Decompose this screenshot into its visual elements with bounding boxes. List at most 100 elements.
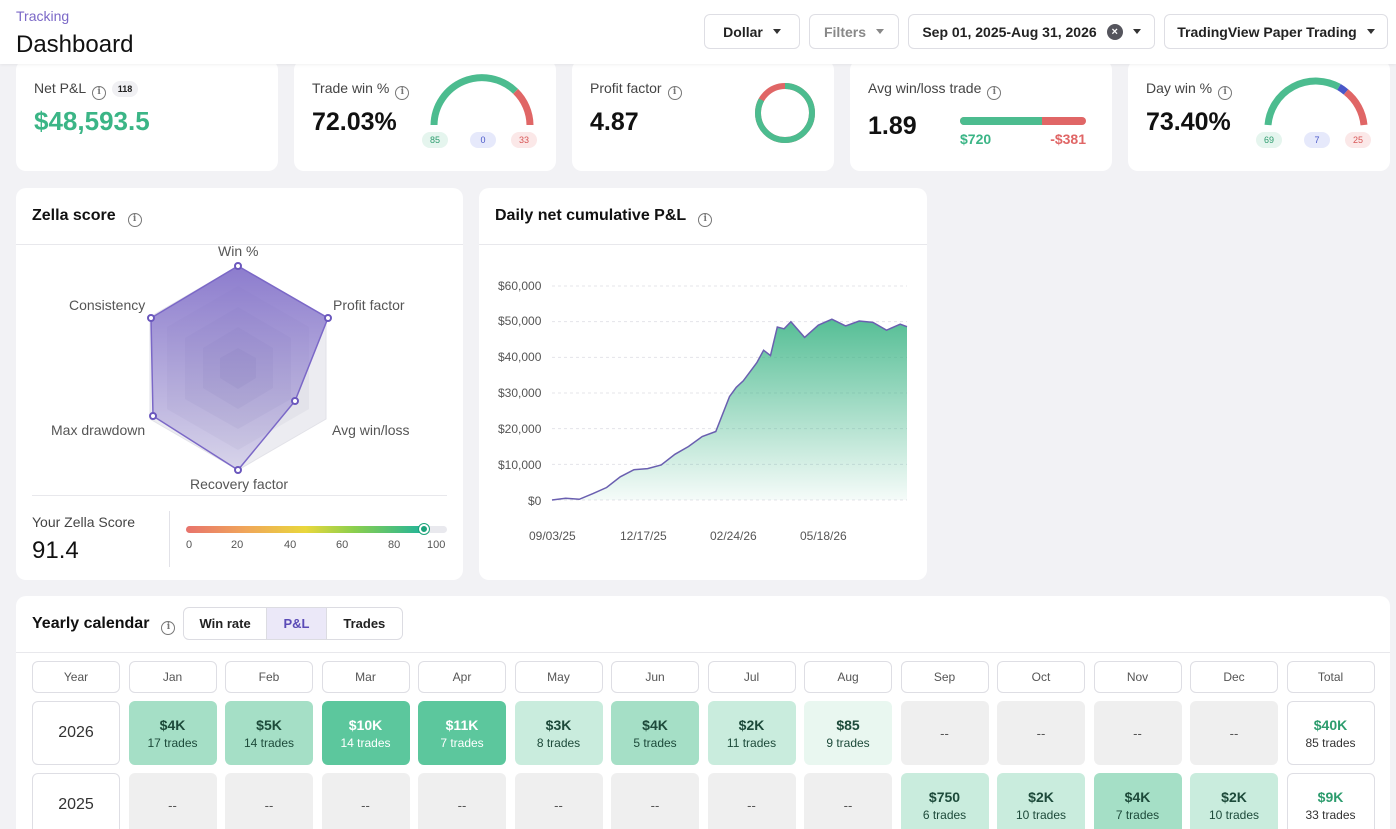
zella-score-card: Zella score i Win % Profit factor Avg win… [16, 188, 463, 580]
cell-trades: 10 trades [1015, 807, 1067, 822]
calendar-view-toggle[interactable]: Win rate P&L Trades [183, 607, 403, 640]
score-scale-knob [418, 524, 429, 534]
calendar-month-cell[interactable]: -- [418, 773, 506, 829]
calendar-month-cell[interactable]: -- [128, 773, 217, 829]
calendar-month-cell[interactable]: -- [997, 701, 1085, 765]
day-win-label-text: Day win % [1146, 80, 1213, 96]
cell-trades: 11 trades [726, 735, 777, 750]
trade-count-badge: 118 [112, 81, 138, 97]
calendar-month-cell[interactable]: -- [900, 701, 989, 765]
account-dropdown[interactable]: TradingView Paper Trading [1164, 14, 1388, 49]
calendar-month-cell[interactable]: $3K 8 trades [514, 701, 603, 765]
y-tick: $30,000 [498, 386, 542, 400]
date-range-picker[interactable]: Sep 01, 2025-Aug 31, 2026 × [908, 14, 1155, 49]
calendar-month-cell[interactable]: $11K 7 trades [418, 701, 506, 765]
date-range-label: Sep 01, 2025-Aug 31, 2026 [922, 23, 1097, 40]
breakeven-pill: 0 [470, 132, 496, 148]
cell-trades: 7 trades [440, 735, 484, 750]
calendar-month-cell[interactable]: $10K 14 trades [321, 701, 410, 765]
calendar-month-cell[interactable]: $4K 5 trades [611, 701, 699, 765]
toggle-pnl[interactable]: P&L [267, 608, 327, 639]
calendar-header-oct: Oct [997, 661, 1085, 693]
zella-title: Zella score i [32, 207, 142, 227]
calendar-month-cell[interactable]: $2K 10 trades [997, 773, 1085, 829]
cell-trades: 9 trades [826, 735, 870, 750]
chevron-down-icon [876, 29, 884, 34]
radar-point [234, 466, 242, 474]
calendar-month-cell[interactable]: $4K 7 trades [1093, 773, 1182, 829]
cell-trades: 14 trades [340, 735, 391, 750]
win-loss-bar-fill [960, 117, 1043, 125]
toggle-trades[interactable]: Trades [343, 616, 386, 631]
divider [169, 511, 170, 567]
clear-icon[interactable]: × [1106, 23, 1123, 40]
radar-point [324, 314, 332, 322]
calendar-header-jun: Jun [611, 661, 699, 693]
cell-value: -- [940, 725, 949, 741]
radar-score-shape [150, 265, 329, 471]
calendar-header-feb: Feb [225, 661, 313, 693]
avg-win-loss-value: 1.89 [868, 112, 917, 140]
info-icon[interactable]: i [127, 213, 142, 227]
day-win-label: Day win % i [1146, 80, 1233, 100]
calendar-header-total: Total [1286, 661, 1375, 693]
cell-value: $11K [445, 716, 479, 733]
radar-label-recovery-factor: Recovery factor [190, 476, 289, 492]
currency-dropdown[interactable]: Dollar [704, 14, 800, 49]
cell-value: $10K [348, 716, 383, 733]
calendar-month-cell[interactable]: $85 9 trades [804, 701, 892, 765]
info-icon[interactable]: i [395, 86, 410, 100]
page-title: Dashboard [16, 31, 134, 58]
calendar-month-cell[interactable]: -- [514, 773, 603, 829]
calendar-month-cell[interactable]: -- [321, 773, 410, 829]
calendar-month-cell[interactable]: -- [611, 773, 699, 829]
calendar-month-cell[interactable]: $5K 14 trades [225, 701, 313, 765]
account-label: TradingView Paper Trading [1177, 23, 1357, 40]
gauge-win-arc [430, 74, 519, 126]
calendar-month-cell[interactable]: -- [225, 773, 313, 829]
info-icon[interactable]: i [161, 621, 176, 635]
gauge-loss-arc [513, 88, 534, 126]
calendar-month-cell[interactable]: $750 6 trades [900, 773, 989, 829]
cumulative-title: Daily net cumulative P&L i [495, 207, 713, 227]
y-tick: $20,000 [498, 422, 542, 436]
cumulative-pnl-chart [551, 285, 908, 501]
cell-trades: 5 trades [633, 735, 677, 750]
profit-factor-label: Profit factor i [590, 80, 682, 100]
calendar-header-sep: Sep [900, 661, 989, 693]
profit-factor-ring [755, 83, 815, 143]
your-score-label: Your Zella Score [32, 514, 135, 530]
zella-score-value: 91.4 [32, 537, 79, 564]
calendar-month-cell[interactable]: $2K 10 trades [1190, 773, 1278, 829]
filters-label: Filters [823, 23, 866, 40]
x-tick: 05/18/26 [800, 529, 847, 543]
info-icon[interactable]: i [987, 86, 1002, 100]
trade-win-label: Trade win % i [312, 80, 410, 100]
info-icon[interactable]: i [1218, 86, 1233, 100]
cumulative-pnl-card: Daily net cumulative P&L i $60,000 $50,00… [479, 188, 927, 580]
cell-trades: 8 trades [536, 735, 581, 750]
score-scale-fill [186, 526, 425, 533]
breadcrumb[interactable]: Tracking [16, 8, 70, 24]
toggle-win-rate[interactable]: Win rate [184, 608, 268, 639]
calendar-month-cell[interactable]: -- [707, 773, 796, 829]
total-trades: 33 trades [1305, 807, 1356, 822]
calendar-month-cell[interactable]: $2K 11 trades [707, 701, 796, 765]
calendar-header-jul: Jul [707, 661, 796, 693]
calendar-month-cell[interactable]: -- [804, 773, 892, 829]
radar-point [291, 397, 299, 405]
radar-label-max-drawdown: Max drawdown [51, 422, 146, 438]
wins-pill: 85 [422, 132, 448, 148]
top-header: Tracking Dashboard Dollar Filters Sep 01… [0, 0, 1396, 64]
info-icon[interactable]: i [92, 86, 107, 100]
calendar-month-cell[interactable]: $4K 17 trades [128, 701, 217, 765]
divider [16, 244, 463, 245]
calendar-month-cell[interactable]: -- [1093, 701, 1182, 765]
avg-win-loss-card: Avg win/loss trade i 1.89 $720 -$381 [850, 60, 1112, 171]
y-tick: $60,000 [498, 279, 542, 293]
cell-value: $2K [738, 716, 765, 733]
info-icon[interactable]: i [667, 86, 682, 100]
info-icon[interactable]: i [698, 213, 713, 227]
filters-dropdown[interactable]: Filters [809, 14, 899, 49]
calendar-month-cell[interactable]: -- [1190, 701, 1278, 765]
